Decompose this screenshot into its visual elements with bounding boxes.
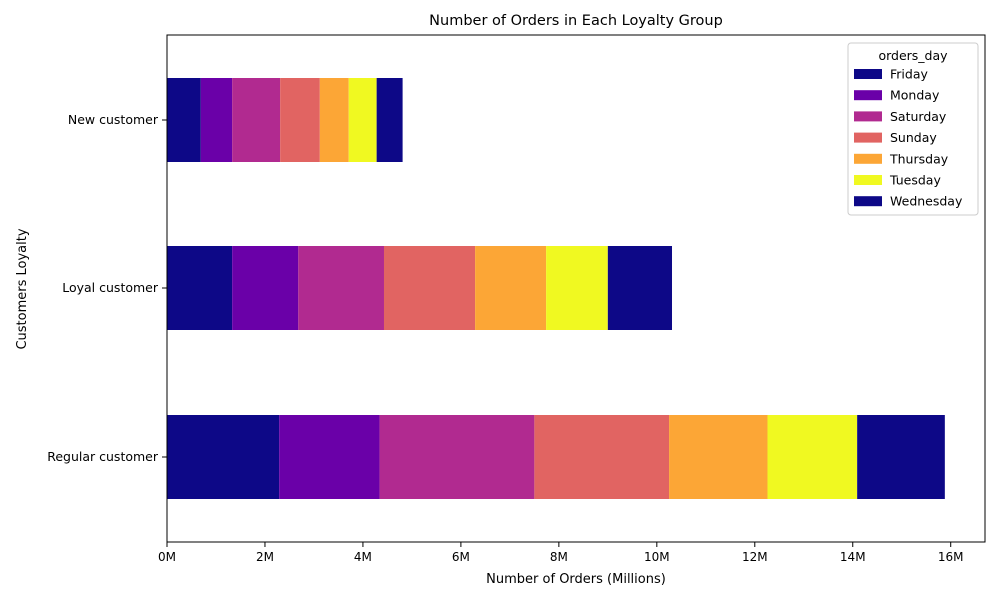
legend-label-tuesday: Tuesday <box>889 173 941 188</box>
legend-swatch-friday <box>854 69 882 79</box>
y-axis-label: Customers Loyalty <box>15 228 30 349</box>
y-tick-label: New customer <box>68 112 159 127</box>
bar-regular-customer-monday <box>279 415 380 499</box>
x-tick-label: 4M <box>354 550 372 564</box>
bar-regular-customer-saturday <box>379 415 535 499</box>
bar-regular-customer-friday <box>167 415 280 499</box>
bar-loyal-customer-thursday <box>475 246 547 330</box>
x-tick-label: 16M <box>938 550 964 564</box>
bar-new-customer-saturday <box>232 78 281 162</box>
legend-label-monday: Monday <box>890 88 940 103</box>
bar-loyal-customer-tuesday <box>546 246 608 330</box>
legend-label-wednesday: Wednesday <box>890 194 963 209</box>
legend-swatch-wednesday <box>854 196 882 207</box>
legend-swatch-sunday <box>854 132 882 143</box>
legend-box <box>847 42 979 216</box>
legend-label-friday: Friday <box>890 67 928 82</box>
bar-new-customer-monday <box>200 78 233 162</box>
bar-regular-customer-thursday <box>669 415 768 499</box>
y-tick-label: Loyal customer <box>62 280 159 295</box>
legend-swatch-thursday <box>854 153 882 164</box>
bar-loyal-customer-sunday <box>383 246 476 330</box>
x-tick-label: 0M <box>158 550 176 564</box>
x-tick-label: 12M <box>742 550 768 564</box>
x-tick-label: 14M <box>840 550 866 564</box>
bar-loyal-customer-saturday <box>298 246 384 330</box>
legend-label-thursday: Thursday <box>889 151 949 166</box>
bar-regular-customer-tuesday <box>767 415 858 499</box>
x-tick-label: 2M <box>256 550 274 564</box>
legend-swatch-monday <box>854 90 882 101</box>
bar-regular-customer-sunday <box>534 415 670 499</box>
bar-new-customer-sunday <box>280 78 320 162</box>
bars-layer <box>167 78 945 499</box>
x-axis-label: Number of Orders (Millions) <box>486 572 666 587</box>
y-tick-label: Regular customer <box>47 449 159 464</box>
legend-swatch-tuesday <box>854 175 882 185</box>
x-tick-label: 10M <box>644 550 670 564</box>
legend-title: orders_day <box>878 48 948 63</box>
bar-loyal-customer-wednesday <box>607 246 673 330</box>
chart-title: Number of Orders in Each Loyalty Group <box>429 13 723 29</box>
legend-swatch-saturday <box>854 111 882 122</box>
bar-new-customer-wednesday <box>376 78 403 162</box>
legend-label-sunday: Sunday <box>890 130 937 145</box>
x-tick-label: 6M <box>452 550 470 564</box>
bar-new-customer-friday <box>167 78 201 162</box>
bar-new-customer-tuesday <box>348 78 377 162</box>
x-tick-label: 8M <box>550 550 568 564</box>
x-axis: 0M 2M 4M 6M 8M 10M 12M 14M 16M <box>158 542 964 564</box>
legend-label-saturday: Saturday <box>890 109 947 124</box>
legend: orders_day Friday Monday Saturday Sunday Thur… <box>847 42 979 216</box>
bar-regular-customer-wednesday <box>857 415 945 499</box>
bar-new-customer-thursday <box>319 78 349 162</box>
bar-loyal-customer-friday <box>167 246 233 330</box>
y-axis: New customer Loyal customer Regular custom… <box>47 112 167 464</box>
bar-loyal-customer-monday <box>232 246 299 330</box>
